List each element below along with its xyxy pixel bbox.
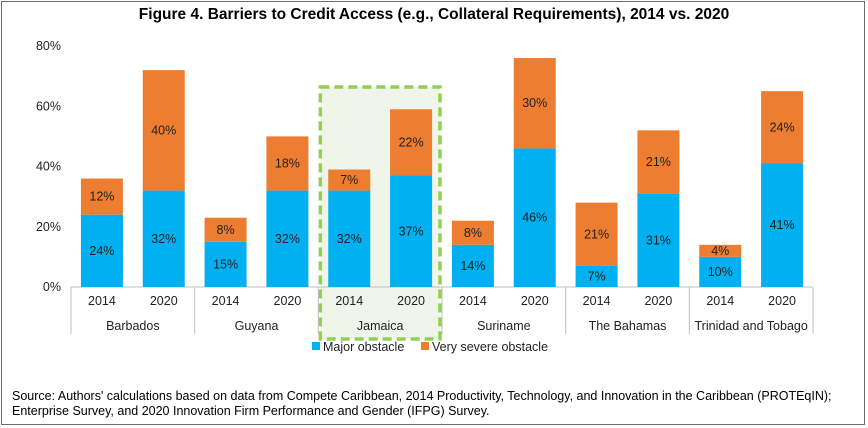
group-label: Barbados [106,319,160,333]
x-tick-label-year: 2020 [521,294,549,308]
bar-major-obstacle [575,265,618,287]
group-label: Guyana [235,319,279,333]
bar-major-obstacle [637,193,680,287]
bar-major-obstacle [142,190,185,287]
bar-very-severe-obstacle [761,91,804,164]
data-label-severe: 7% [340,173,358,187]
bar-very-severe-obstacle [142,70,185,191]
group-label: Jamaica [357,319,404,333]
data-label-severe: 8% [464,226,482,240]
data-label-severe: 8% [217,223,235,237]
bar-very-severe-obstacle [451,220,494,245]
data-label-major: 24% [89,244,114,258]
data-label-major: 32% [337,232,362,246]
group-label: Suriname [477,319,531,333]
x-tick-label-year: 2020 [274,294,302,308]
x-tick-label-year: 2014 [88,294,116,308]
data-label-major: 37% [399,224,424,238]
bar-very-severe-obstacle [266,136,309,191]
chart-title: Figure 4. Barriers to Credit Access (e.g… [138,6,730,23]
x-tick-label-year: 2020 [768,294,796,308]
bar-major-obstacle [761,163,804,287]
bar-very-severe-obstacle [204,217,247,242]
x-tick-label-year: 2014 [706,294,734,308]
bar-major-obstacle [328,190,371,287]
bar-very-severe-obstacle [513,58,556,149]
bar-very-severe-obstacle [699,244,742,257]
bar-major-obstacle [204,241,247,287]
data-label-severe: 22% [399,135,424,149]
bar-major-obstacle [451,244,494,287]
y-tick-label: 80% [36,39,61,53]
bar-major-obstacle [513,148,556,287]
data-label-major: 15% [213,257,238,271]
data-label-major: 41% [770,218,795,232]
x-tick-label-year: 2020 [645,294,673,308]
x-tick-label-year: 2014 [459,294,487,308]
data-label-major: 7% [588,269,606,283]
bar-very-severe-obstacle [80,178,123,215]
data-label-severe: 12% [89,190,114,204]
y-tick-label: 0% [43,280,61,294]
bar-very-severe-obstacle [637,130,680,194]
y-tick-label: 20% [36,220,61,234]
x-tick-label-year: 2014 [335,294,363,308]
x-tick-label-year: 2014 [583,294,611,308]
data-label-major: 32% [151,232,176,246]
x-tick-label-year: 2014 [212,294,240,308]
source-note: Source: Authors' calculations based on d… [12,389,832,418]
data-label-severe: 21% [646,155,671,169]
data-label-major: 31% [646,233,671,247]
legend-swatch-severe [421,342,429,350]
legend-label-major: Major obstacle [323,340,404,354]
legend-label-severe: Very severe obstacle [432,340,548,354]
x-tick-label-year: 2020 [397,294,425,308]
data-label-major: 10% [708,265,733,279]
data-label-major: 32% [275,232,300,246]
bar-very-severe-obstacle [575,202,618,266]
data-label-severe: 40% [151,123,176,137]
group-label: Trinidad and Tobago [695,319,808,333]
data-label-major: 14% [460,259,485,273]
data-label-severe: 4% [711,244,729,258]
data-label-severe: 24% [770,120,795,134]
bar-major-obstacle [80,214,123,287]
data-label-severe: 21% [584,227,609,241]
data-label-severe: 30% [522,96,547,110]
y-tick-label: 60% [36,99,61,113]
group-label: The Bahamas [589,319,667,333]
bar-major-obstacle [390,175,433,287]
bar-major-obstacle [699,256,742,287]
data-label-major: 46% [522,211,547,225]
bar-very-severe-obstacle [328,169,371,191]
data-label-severe: 18% [275,156,300,170]
legend-swatch-major [312,342,320,350]
x-tick-label-year: 2020 [150,294,178,308]
y-tick-label: 40% [36,160,61,174]
bar-major-obstacle [266,190,309,287]
bar-very-severe-obstacle [390,109,433,176]
